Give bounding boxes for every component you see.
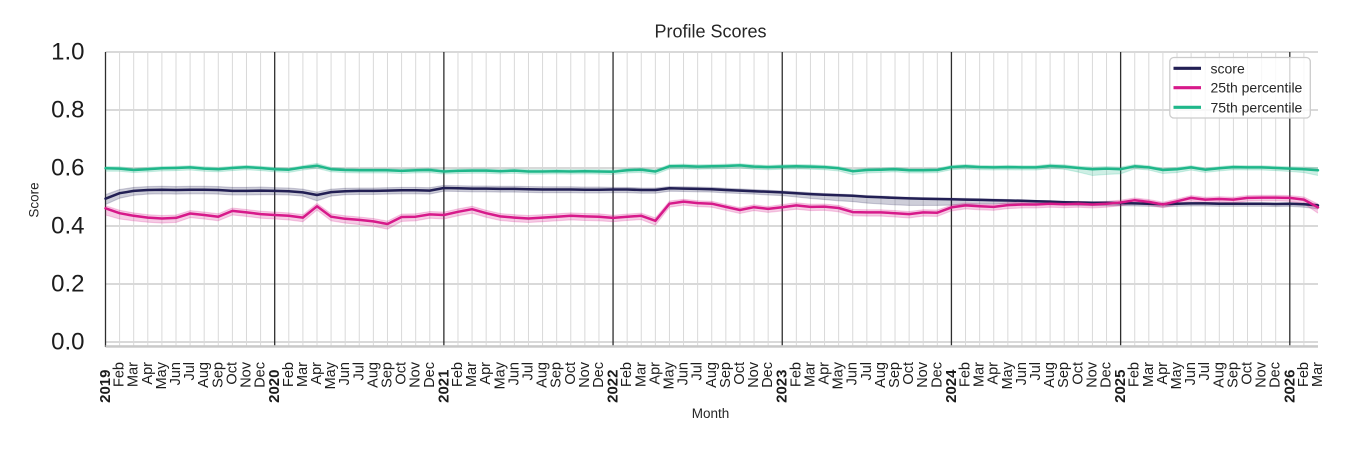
svg-text:Oct: Oct bbox=[732, 362, 748, 385]
svg-text:Jun: Jun bbox=[168, 362, 184, 385]
svg-text:Jul: Jul bbox=[351, 362, 367, 381]
svg-text:May: May bbox=[831, 361, 847, 389]
svg-text:Dec: Dec bbox=[1099, 362, 1115, 388]
svg-text:0.4: 0.4 bbox=[51, 213, 84, 240]
svg-text:Feb: Feb bbox=[1127, 362, 1143, 387]
svg-text:Month: Month bbox=[692, 406, 730, 421]
svg-text:Jul: Jul bbox=[1028, 362, 1044, 381]
svg-text:Jul: Jul bbox=[1197, 362, 1213, 381]
svg-text:Oct: Oct bbox=[224, 362, 240, 385]
svg-text:Mar: Mar bbox=[126, 362, 142, 387]
svg-text:Sep: Sep bbox=[379, 362, 395, 388]
svg-text:May: May bbox=[492, 361, 508, 389]
svg-text:Mar: Mar bbox=[972, 362, 988, 387]
svg-text:Jun: Jun bbox=[337, 362, 353, 385]
svg-text:May: May bbox=[323, 361, 339, 389]
svg-text:Dec: Dec bbox=[253, 362, 269, 388]
svg-text:2025: 2025 bbox=[1112, 370, 1129, 403]
svg-text:Jul: Jul bbox=[182, 362, 198, 381]
svg-text:2024: 2024 bbox=[943, 369, 960, 403]
svg-text:Apr: Apr bbox=[140, 362, 156, 385]
svg-text:2023: 2023 bbox=[774, 370, 791, 403]
svg-text:score: score bbox=[1211, 60, 1245, 76]
svg-text:Nov: Nov bbox=[1254, 361, 1270, 388]
svg-text:25th percentile: 25th percentile bbox=[1211, 80, 1303, 96]
svg-text:Feb: Feb bbox=[281, 362, 297, 387]
svg-text:2019: 2019 bbox=[97, 370, 114, 403]
svg-text:Mar: Mar bbox=[464, 362, 480, 387]
svg-text:Oct: Oct bbox=[394, 362, 410, 385]
svg-text:Apr: Apr bbox=[478, 362, 494, 385]
svg-text:1.0: 1.0 bbox=[51, 39, 84, 66]
svg-text:Feb: Feb bbox=[619, 362, 635, 387]
svg-text:Mar: Mar bbox=[1310, 362, 1326, 387]
svg-text:Jun: Jun bbox=[845, 362, 861, 385]
svg-text:Apr: Apr bbox=[647, 362, 663, 385]
svg-text:Mar: Mar bbox=[295, 362, 311, 387]
svg-text:Profile Scores: Profile Scores bbox=[654, 22, 766, 42]
svg-text:Dec: Dec bbox=[760, 362, 776, 388]
svg-text:Oct: Oct bbox=[1240, 362, 1256, 385]
svg-text:Nov: Nov bbox=[1084, 361, 1100, 388]
svg-text:Apr: Apr bbox=[986, 362, 1002, 385]
svg-text:Mar: Mar bbox=[633, 362, 649, 387]
svg-text:0.2: 0.2 bbox=[51, 271, 84, 298]
svg-text:Feb: Feb bbox=[450, 362, 466, 387]
svg-text:Aug: Aug bbox=[1211, 362, 1227, 388]
svg-text:Apr: Apr bbox=[817, 362, 833, 385]
svg-text:Apr: Apr bbox=[1155, 362, 1171, 385]
svg-text:2022: 2022 bbox=[605, 370, 622, 403]
svg-text:Jun: Jun bbox=[1183, 362, 1199, 385]
svg-text:May: May bbox=[661, 361, 677, 389]
svg-text:0.6: 0.6 bbox=[51, 155, 84, 182]
svg-text:Apr: Apr bbox=[309, 362, 325, 385]
svg-text:Nov: Nov bbox=[915, 361, 931, 388]
svg-text:Jun: Jun bbox=[676, 362, 692, 385]
svg-text:Feb: Feb bbox=[958, 362, 974, 387]
svg-text:0.8: 0.8 bbox=[51, 97, 84, 124]
svg-text:Jul: Jul bbox=[859, 362, 875, 381]
svg-text:May: May bbox=[1169, 361, 1185, 389]
svg-text:May: May bbox=[1000, 361, 1016, 389]
svg-text:2020: 2020 bbox=[266, 370, 283, 403]
svg-text:Jun: Jun bbox=[506, 362, 522, 385]
svg-text:Feb: Feb bbox=[1296, 362, 1312, 387]
svg-text:Oct: Oct bbox=[563, 362, 579, 385]
svg-text:Sep: Sep bbox=[887, 362, 903, 388]
svg-text:Nov: Nov bbox=[746, 361, 762, 388]
svg-text:2026: 2026 bbox=[1281, 370, 1298, 403]
svg-text:Dec: Dec bbox=[422, 362, 438, 388]
svg-text:Oct: Oct bbox=[1070, 362, 1086, 385]
svg-text:Mar: Mar bbox=[1141, 362, 1157, 387]
svg-text:Sep: Sep bbox=[718, 362, 734, 388]
svg-text:Nov: Nov bbox=[238, 361, 254, 388]
svg-text:0.0: 0.0 bbox=[51, 329, 84, 356]
svg-text:Sep: Sep bbox=[1056, 362, 1072, 388]
svg-text:75th percentile: 75th percentile bbox=[1211, 99, 1303, 115]
svg-text:Aug: Aug bbox=[535, 362, 551, 388]
svg-text:2021: 2021 bbox=[435, 370, 452, 403]
svg-text:Score: Score bbox=[27, 182, 42, 217]
svg-text:Aug: Aug bbox=[365, 362, 381, 388]
svg-text:Jun: Jun bbox=[1014, 362, 1030, 385]
svg-text:Aug: Aug bbox=[873, 362, 889, 388]
svg-text:Aug: Aug bbox=[704, 362, 720, 388]
svg-text:Sep: Sep bbox=[549, 362, 565, 388]
svg-text:Sep: Sep bbox=[1225, 362, 1241, 388]
svg-text:Dec: Dec bbox=[1268, 362, 1284, 388]
svg-text:Nov: Nov bbox=[577, 361, 593, 388]
svg-text:Feb: Feb bbox=[788, 362, 804, 387]
svg-text:May: May bbox=[154, 361, 170, 389]
svg-text:Feb: Feb bbox=[112, 362, 128, 387]
svg-text:Jul: Jul bbox=[690, 362, 706, 381]
svg-text:Dec: Dec bbox=[591, 362, 607, 388]
svg-text:Mar: Mar bbox=[802, 362, 818, 387]
svg-text:Nov: Nov bbox=[408, 361, 424, 388]
svg-text:Sep: Sep bbox=[210, 362, 226, 388]
svg-text:Aug: Aug bbox=[1042, 362, 1058, 388]
svg-text:Jul: Jul bbox=[520, 362, 536, 381]
svg-text:Aug: Aug bbox=[196, 362, 212, 388]
svg-text:Oct: Oct bbox=[901, 362, 917, 385]
svg-text:Dec: Dec bbox=[929, 362, 945, 388]
